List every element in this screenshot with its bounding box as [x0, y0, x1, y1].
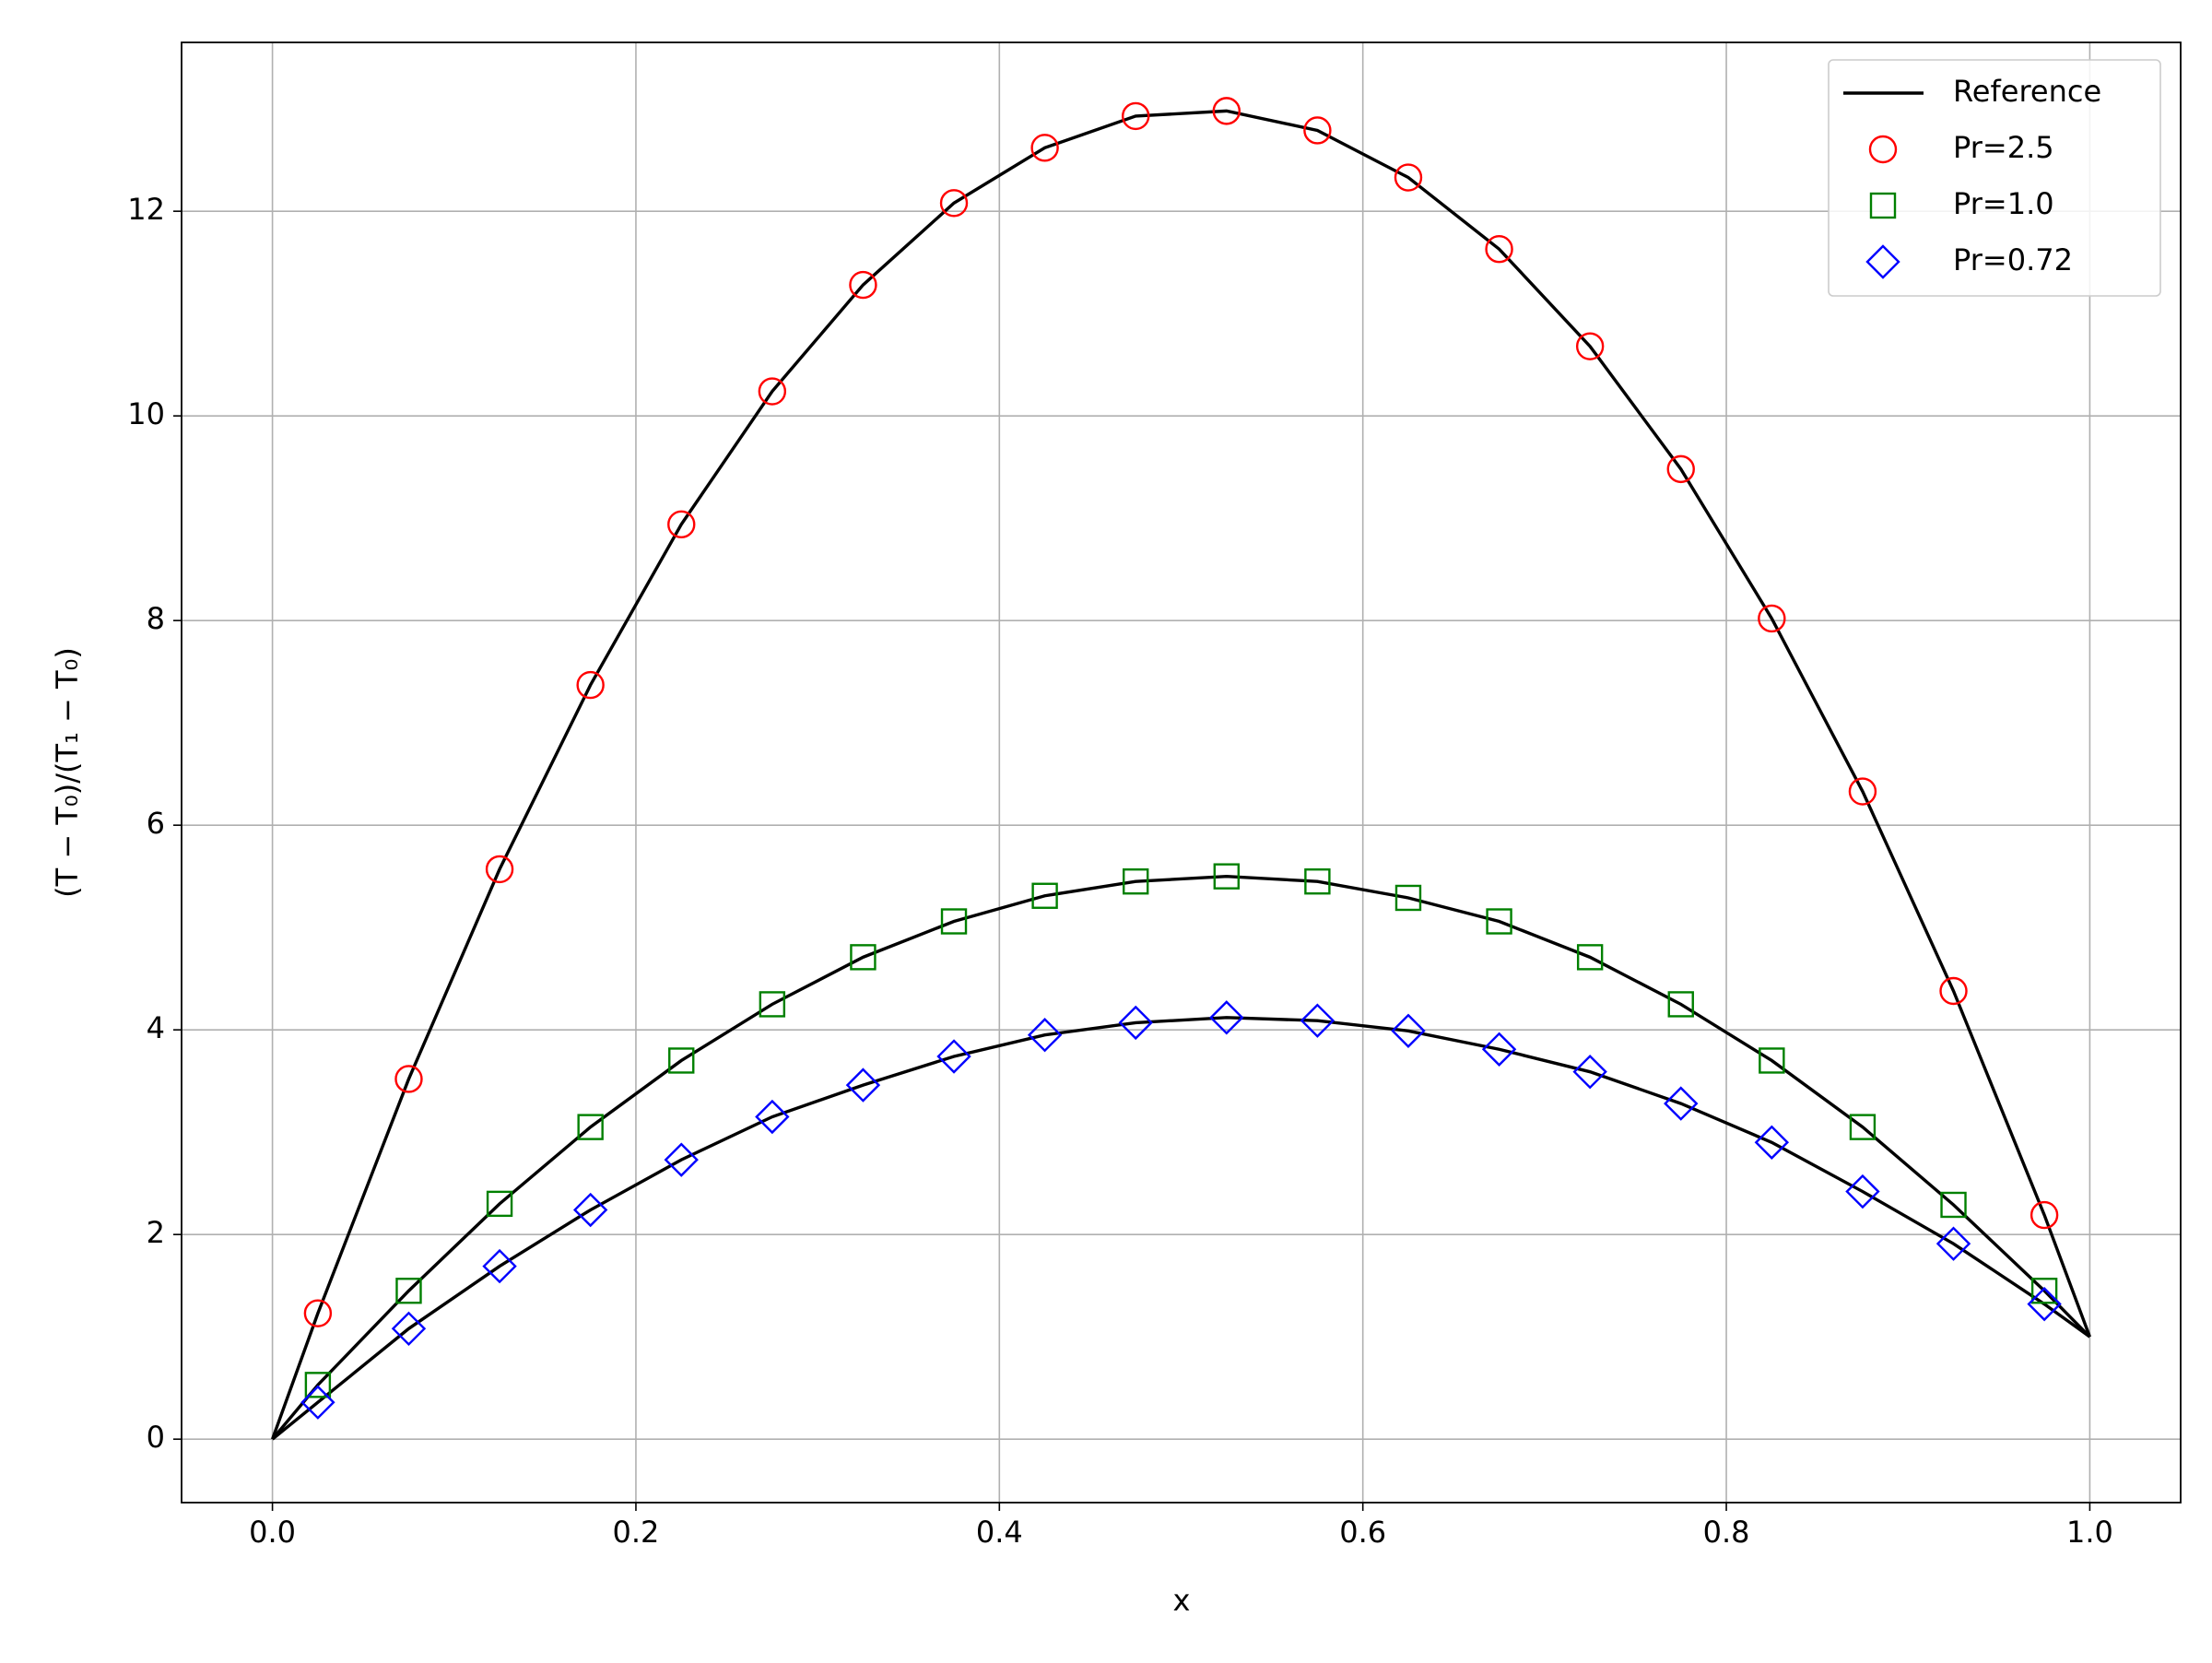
marker	[1391, 1013, 1426, 1048]
marker	[1849, 1114, 1877, 1140]
marker	[482, 1248, 517, 1284]
marker	[1848, 777, 1877, 806]
marker	[1122, 101, 1150, 131]
marker	[1940, 1191, 1967, 1219]
marker	[2030, 1200, 2059, 1230]
marker	[1300, 1003, 1335, 1038]
y-tick-label: 2	[147, 1215, 165, 1250]
legend-label: Pr=1.0	[1953, 186, 2054, 221]
y-axis-label: (T − T₀)/(T₁ − T₀)	[50, 647, 85, 898]
marker	[759, 991, 786, 1018]
legend-box	[1828, 59, 2161, 297]
marker	[1303, 116, 1332, 145]
reference-line	[271, 1016, 2091, 1441]
marker	[936, 1039, 971, 1074]
marker	[303, 1299, 333, 1327]
x-axis-label: x	[1173, 1583, 1191, 1618]
marker	[391, 1311, 427, 1346]
marker	[1209, 1000, 1244, 1035]
marker	[1212, 97, 1241, 125]
marker	[395, 1278, 422, 1304]
reference-line	[270, 109, 2092, 1440]
y-tick-label: 4	[147, 1010, 165, 1045]
marker	[1572, 1054, 1607, 1090]
plot-frame	[181, 41, 2182, 1504]
reference-line	[271, 874, 2091, 1441]
legend-marker	[1869, 192, 1897, 219]
marker	[300, 1385, 335, 1420]
marker	[304, 1372, 332, 1398]
legend-label: Pr=0.72	[1953, 242, 2073, 277]
marker	[1845, 1174, 1880, 1209]
x-tick-label: 0.2	[613, 1515, 660, 1550]
marker	[1486, 908, 1512, 935]
x-tick-label: 0.6	[1339, 1515, 1386, 1550]
marker	[1213, 863, 1240, 890]
marker	[668, 1047, 695, 1074]
marker	[1118, 1005, 1153, 1041]
y-tick-label: 8	[147, 601, 165, 636]
marker	[664, 1142, 699, 1177]
marker	[572, 1192, 608, 1228]
y-tick-label: 10	[127, 396, 165, 431]
x-tick-label: 0.0	[249, 1515, 296, 1550]
legend-marker	[1868, 135, 1898, 164]
legend-marker	[1865, 244, 1900, 279]
marker	[1754, 1125, 1790, 1160]
marker	[1667, 991, 1694, 1018]
x-tick-label: 0.4	[976, 1515, 1023, 1550]
marker	[1123, 868, 1149, 895]
marker	[1027, 1018, 1063, 1053]
marker	[1304, 868, 1331, 895]
marker	[1394, 884, 1422, 912]
marker	[577, 1114, 604, 1140]
marker	[1666, 454, 1695, 484]
x-tick-label: 1.0	[2066, 1515, 2113, 1550]
marker	[849, 270, 877, 300]
marker	[845, 1067, 881, 1103]
marker	[576, 670, 605, 700]
marker	[2030, 1278, 2058, 1304]
marker	[486, 1190, 513, 1218]
legend-label: Reference	[1953, 74, 2101, 109]
x-tick-label: 0.8	[1703, 1515, 1750, 1550]
legend-label: Pr=2.5	[1953, 130, 2054, 165]
marker	[1939, 976, 1968, 1006]
marker	[1031, 882, 1058, 909]
marker	[394, 1065, 423, 1093]
marker	[758, 377, 787, 406]
marker	[1758, 604, 1786, 633]
marker	[1030, 134, 1059, 162]
marker	[485, 855, 514, 884]
y-tick-label: 12	[127, 192, 165, 227]
marker	[2027, 1286, 2062, 1322]
marker	[1936, 1226, 1971, 1261]
marker	[1759, 1047, 1785, 1074]
marker	[1664, 1086, 1699, 1121]
marker	[1575, 332, 1605, 360]
marker	[939, 189, 969, 218]
marker	[1394, 163, 1423, 192]
marker	[1576, 944, 1604, 971]
marker	[1481, 1032, 1517, 1067]
marker	[850, 944, 877, 971]
y-tick-label: 6	[147, 806, 165, 841]
marker	[940, 908, 968, 935]
marker	[755, 1099, 790, 1135]
marker	[1485, 235, 1513, 264]
marker	[667, 510, 696, 539]
y-tick-label: 0	[147, 1420, 165, 1455]
